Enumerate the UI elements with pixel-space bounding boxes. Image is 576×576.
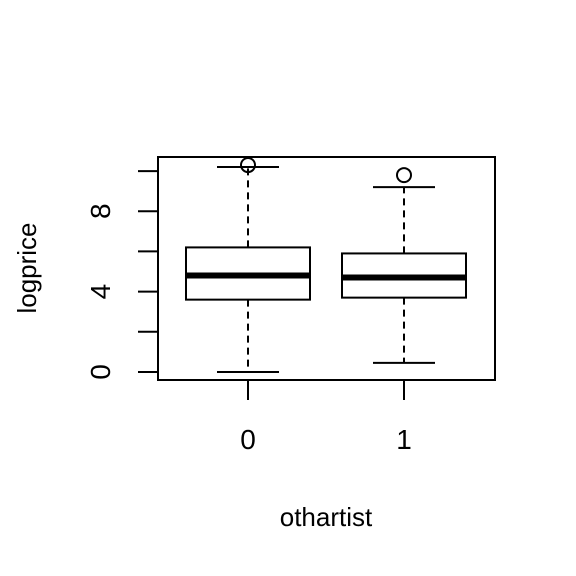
outlier-point bbox=[240, 157, 256, 174]
box-group bbox=[185, 157, 311, 373]
y-axis-label: logprice bbox=[12, 222, 42, 313]
box-group bbox=[341, 167, 467, 364]
outlier-point bbox=[396, 167, 412, 184]
x-axis-label: othartist bbox=[280, 502, 373, 532]
y-tick-label: 0 bbox=[85, 364, 116, 380]
y-axis: 0 4 8 bbox=[85, 170, 159, 380]
boxes bbox=[185, 157, 467, 373]
y-tick-label: 4 bbox=[85, 284, 116, 300]
x-tick-label: 1 bbox=[396, 424, 412, 455]
y-tick-label: 8 bbox=[85, 203, 116, 219]
x-tick-label: 0 bbox=[240, 424, 256, 455]
